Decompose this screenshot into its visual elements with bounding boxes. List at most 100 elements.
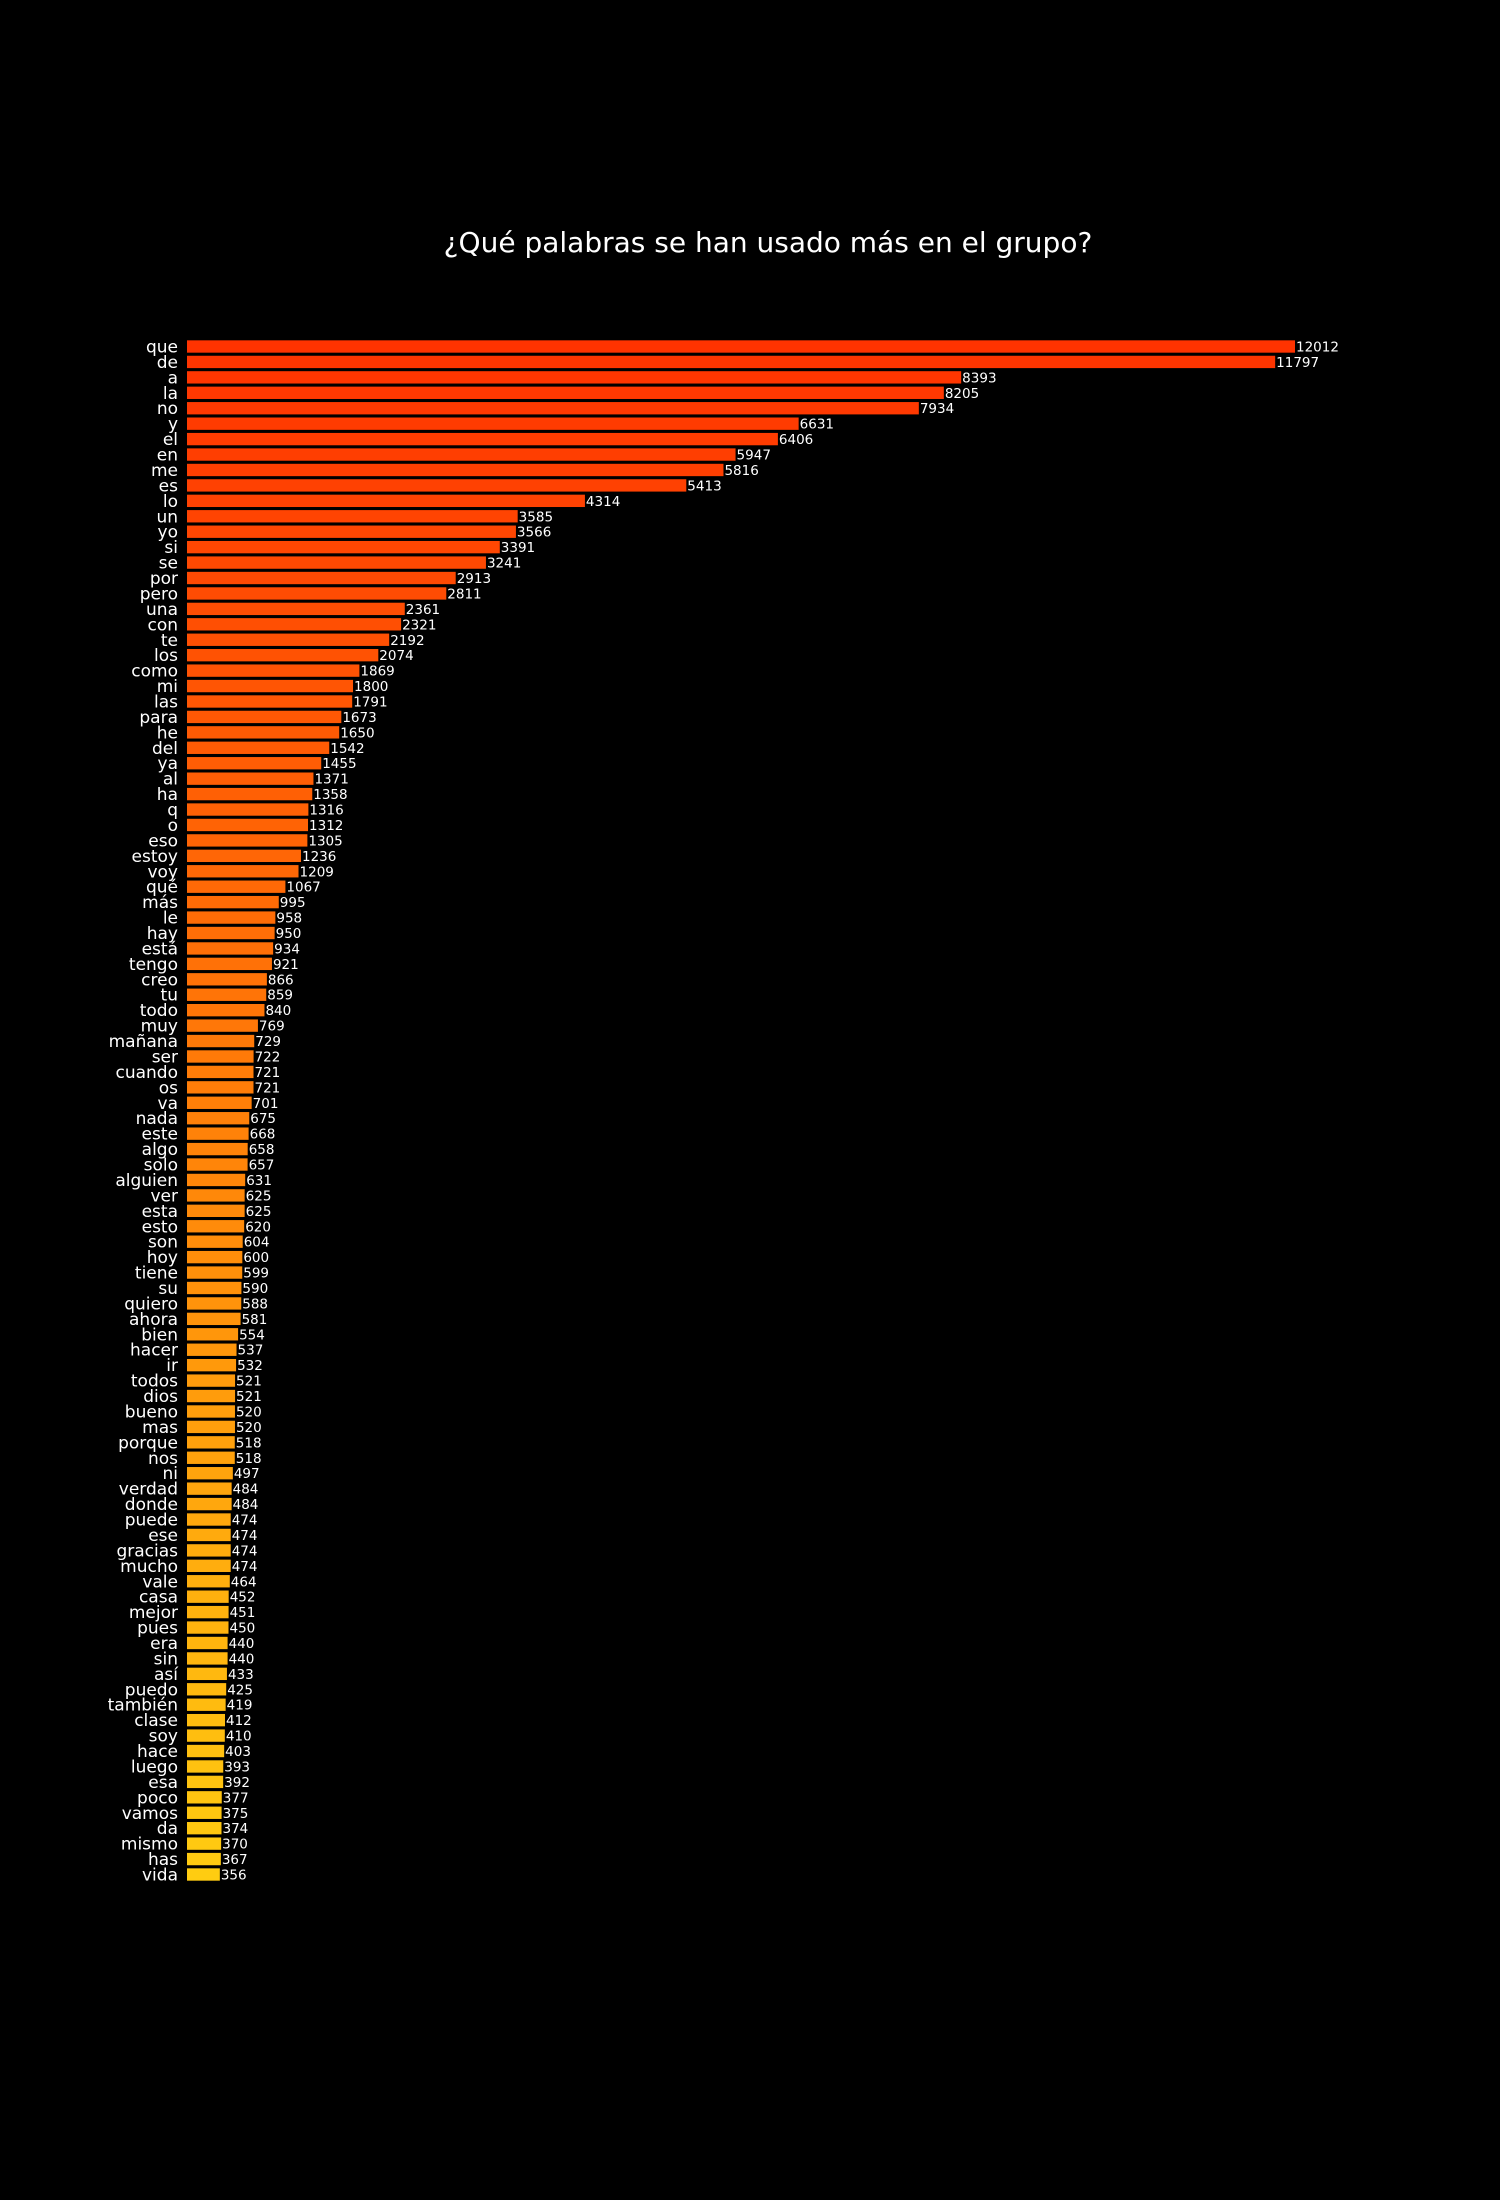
bar-37: [187, 911, 276, 924]
value-label-3: 8205: [945, 386, 979, 402]
category-label-94: poco: [137, 1788, 178, 1808]
bar-51: [187, 1127, 249, 1140]
bar-89: [187, 1713, 225, 1727]
category-label-68: dios: [143, 1387, 178, 1407]
category-label-65: hacer: [130, 1341, 178, 1361]
category-label-60: tiene: [135, 1264, 178, 1284]
category-label-37: le: [163, 909, 178, 929]
value-label-91: 403: [225, 1744, 251, 1760]
value-label-59: 600: [243, 1250, 269, 1266]
value-label-72: 518: [236, 1451, 262, 1467]
bar-61: [187, 1281, 242, 1295]
value-label-94: 377: [223, 1790, 249, 1806]
bar-84: [187, 1636, 228, 1650]
bar-55: [187, 1189, 245, 1202]
value-label-0: 12012: [1296, 340, 1339, 356]
value-label-61: 590: [242, 1281, 268, 1297]
bar-0: [187, 340, 1295, 353]
category-label-88: también: [108, 1696, 178, 1716]
value-label-75: 484: [233, 1497, 259, 1513]
value-label-5: 6631: [800, 417, 834, 433]
category-label-46: ser: [152, 1047, 178, 1067]
category-label-76: puede: [125, 1511, 178, 1531]
category-label-99: vida: [142, 1866, 178, 1886]
category-label-91: hace: [137, 1742, 178, 1762]
bar-44: [187, 1019, 258, 1032]
value-label-57: 620: [245, 1219, 271, 1235]
category-label-17: una: [146, 600, 178, 620]
value-label-6: 6406: [779, 432, 813, 448]
value-label-50: 675: [250, 1111, 276, 1127]
value-label-98: 367: [222, 1852, 248, 1868]
category-label-66: ir: [166, 1356, 178, 1376]
bar-77: [187, 1528, 231, 1542]
category-label-45: mañana: [109, 1032, 178, 1052]
bar-73: [187, 1467, 233, 1480]
value-label-14: 3241: [487, 556, 521, 572]
bar-12: [187, 525, 516, 538]
value-label-7: 5947: [737, 448, 771, 464]
category-label-41: creo: [141, 970, 178, 990]
category-label-34: voy: [147, 862, 178, 882]
category-label-39: está: [142, 939, 178, 959]
value-label-80: 464: [231, 1574, 257, 1590]
category-label-86: así: [154, 1665, 179, 1685]
value-label-2: 8393: [962, 370, 996, 386]
value-label-70: 520: [236, 1420, 262, 1436]
bar-66: [187, 1358, 237, 1372]
value-label-38: 950: [276, 926, 302, 942]
value-label-64: 554: [239, 1327, 265, 1343]
category-label-73: ni: [163, 1464, 179, 1484]
value-label-28: 1371: [314, 772, 348, 788]
value-label-92: 393: [224, 1759, 250, 1775]
value-label-12: 3566: [517, 525, 551, 541]
bar-96: [187, 1822, 222, 1835]
category-label-43: todo: [140, 1001, 178, 1021]
bar-46: [187, 1050, 254, 1063]
bar-85: [187, 1652, 228, 1665]
category-label-92: luego: [131, 1757, 178, 1777]
value-label-42: 859: [267, 988, 293, 1004]
category-label-20: los: [154, 646, 178, 666]
value-label-44: 769: [259, 1019, 285, 1035]
bar-35: [187, 880, 286, 893]
value-label-32: 1305: [308, 833, 342, 849]
value-label-33: 1236: [302, 849, 336, 865]
bar-9: [187, 479, 687, 492]
value-label-9: 5413: [687, 478, 721, 494]
category-label-61: su: [158, 1279, 178, 1299]
category-label-2: a: [168, 368, 178, 388]
bar-92: [187, 1760, 224, 1773]
category-label-62: quiero: [124, 1294, 178, 1314]
value-label-84: 440: [229, 1636, 255, 1652]
bar-75: [187, 1497, 232, 1511]
value-label-71: 518: [236, 1435, 262, 1451]
bar-60: [187, 1266, 243, 1279]
bar-10: [187, 494, 585, 508]
category-label-12: yo: [158, 523, 178, 543]
value-label-87: 425: [227, 1682, 253, 1698]
value-label-37: 958: [276, 911, 302, 927]
bar-30: [187, 803, 309, 816]
bar-5: [187, 417, 799, 430]
bar-41: [187, 973, 267, 986]
value-label-24: 1673: [342, 710, 376, 726]
bar-67: [187, 1374, 236, 1387]
category-label-53: solo: [144, 1156, 178, 1176]
category-label-30: q: [167, 801, 178, 821]
bar-33: [187, 849, 302, 863]
value-label-23: 1791: [353, 694, 387, 710]
category-label-22: mi: [157, 677, 178, 697]
category-label-57: esto: [142, 1217, 178, 1237]
category-label-8: me: [151, 461, 178, 481]
bar-58: [187, 1235, 243, 1248]
value-label-96: 374: [223, 1821, 249, 1837]
value-label-95: 375: [223, 1806, 249, 1822]
category-label-67: todos: [131, 1372, 178, 1392]
category-label-47: cuando: [115, 1063, 178, 1083]
bar-59: [187, 1250, 243, 1264]
category-label-82: mejor: [129, 1603, 178, 1623]
bar-68: [187, 1389, 236, 1403]
category-label-36: más: [142, 893, 178, 913]
